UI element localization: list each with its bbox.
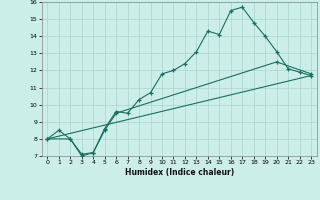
X-axis label: Humidex (Indice chaleur): Humidex (Indice chaleur): [124, 168, 234, 177]
